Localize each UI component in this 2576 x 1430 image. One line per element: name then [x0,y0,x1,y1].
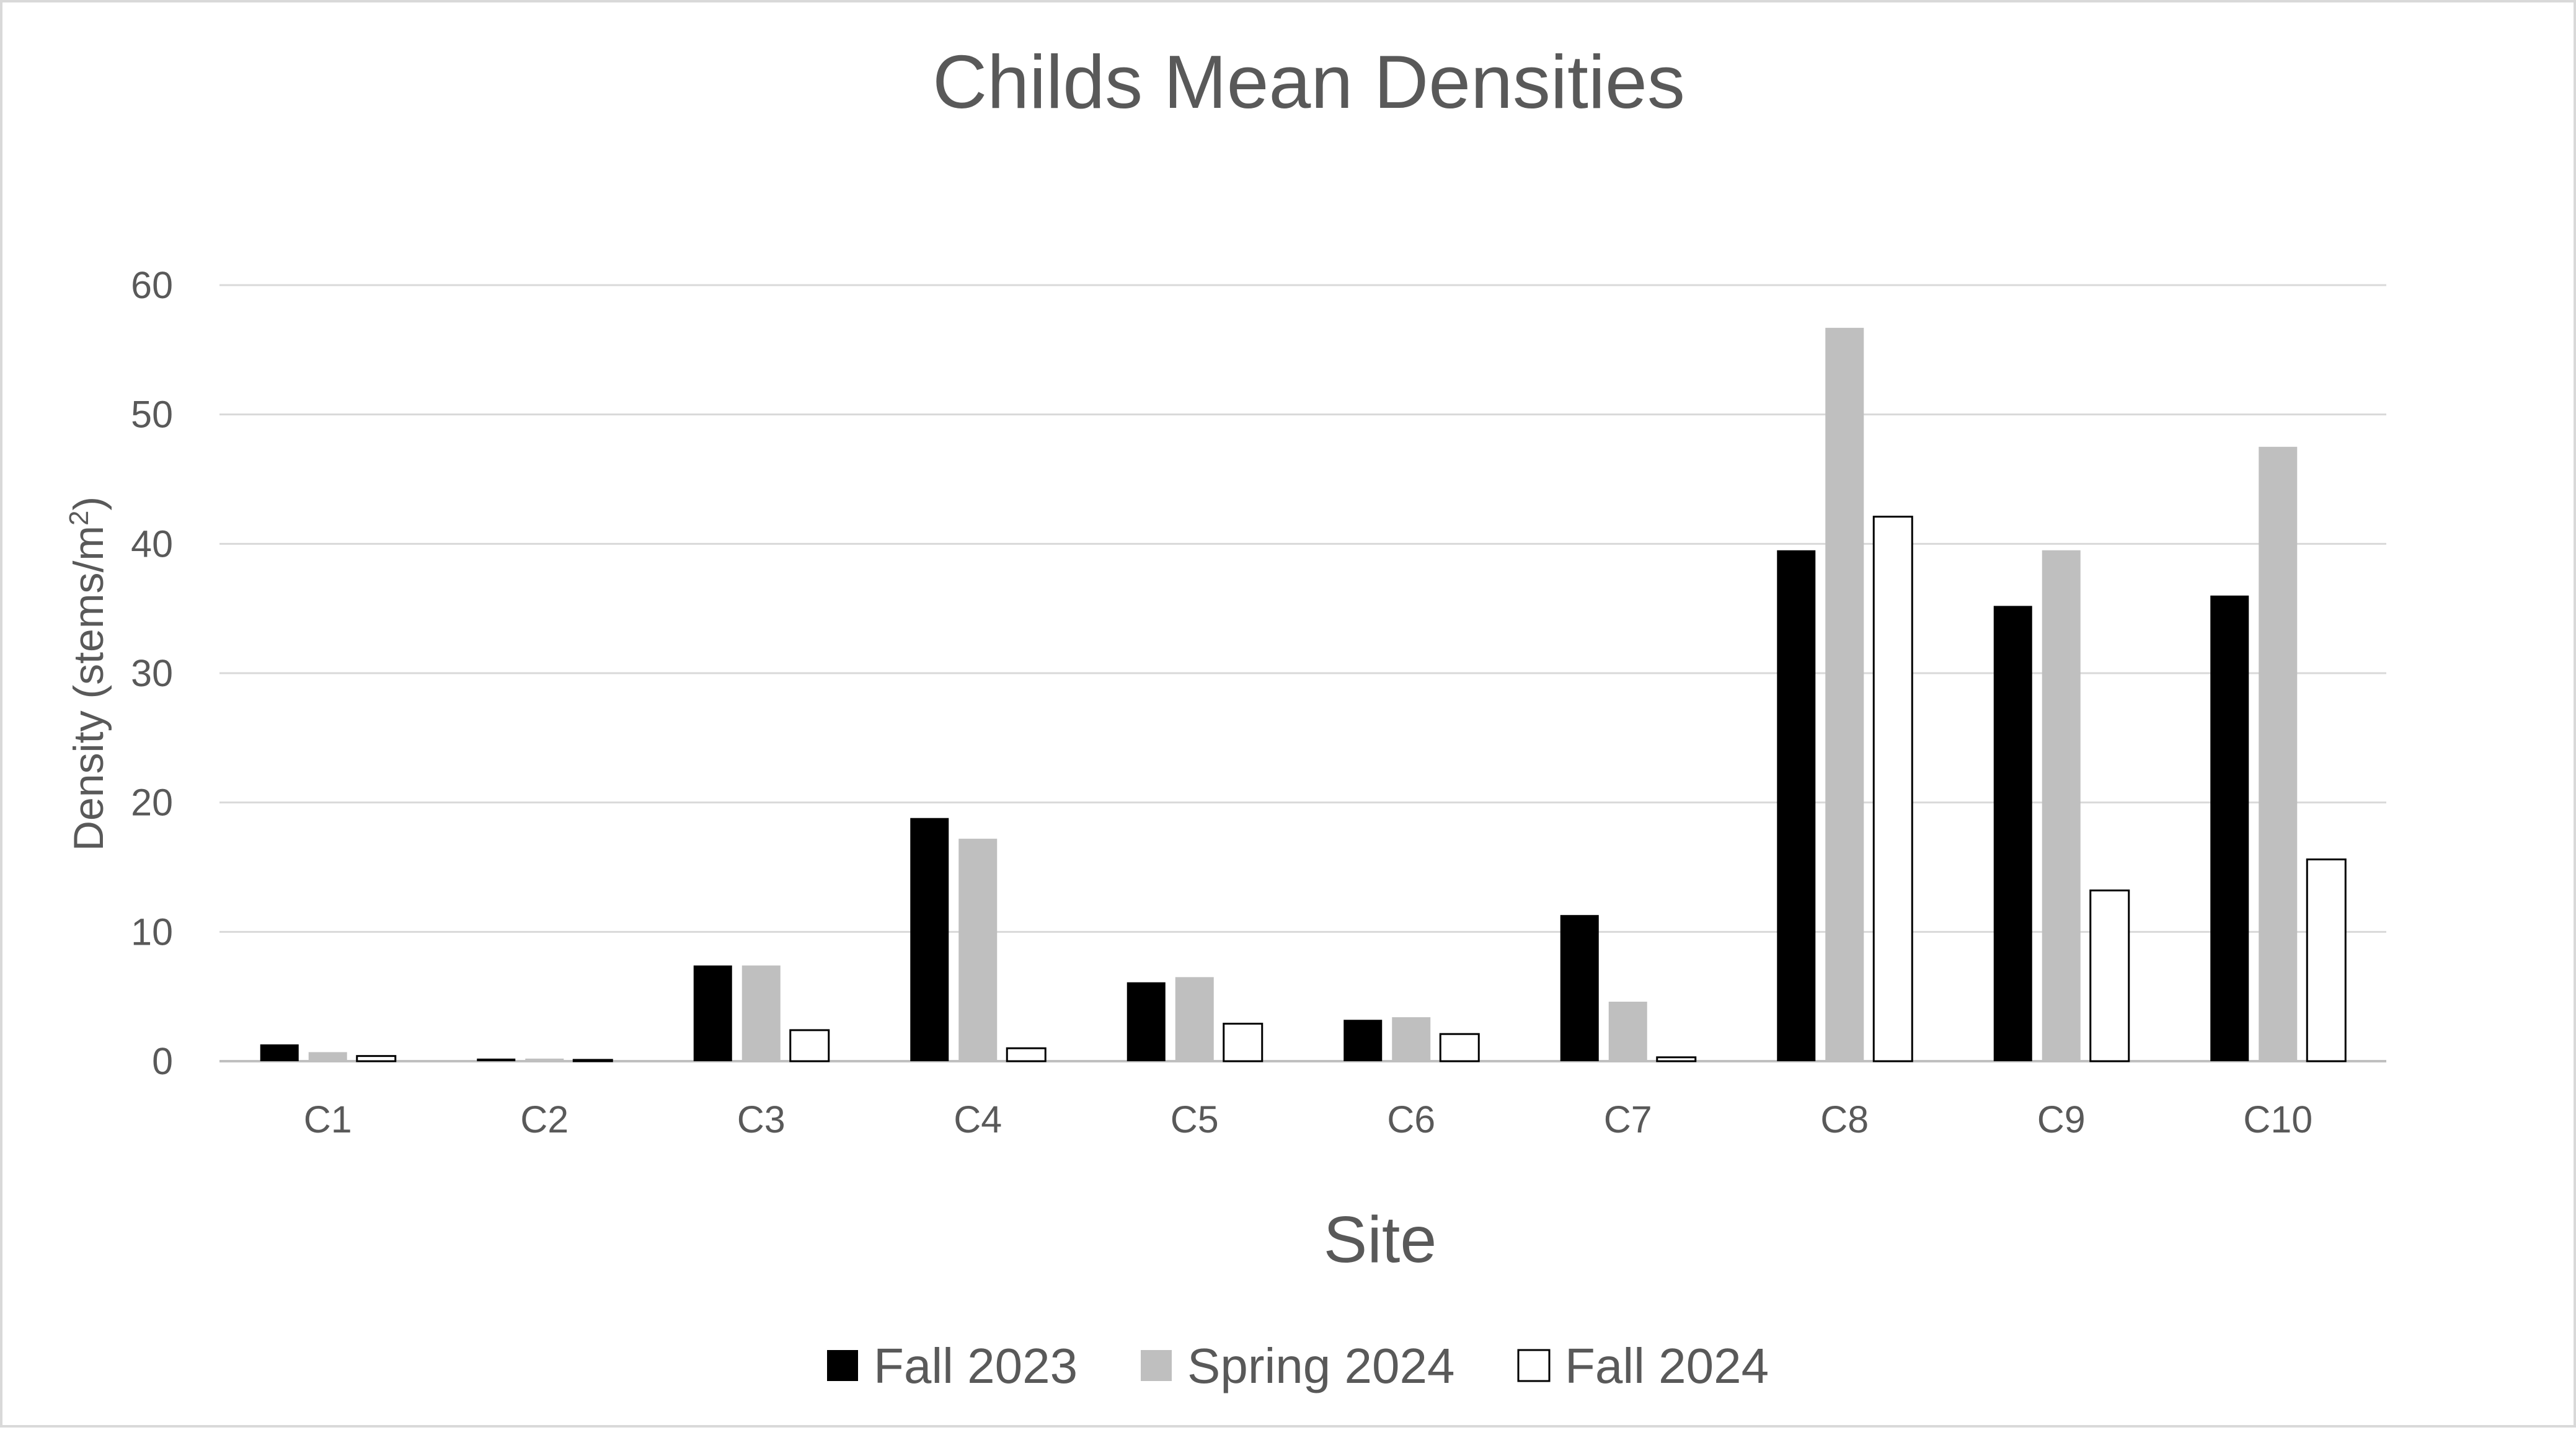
bar-c2-series-1 [477,1058,516,1061]
bar-c10-series-1 [2210,595,2249,1061]
legend-swatch [1517,1349,1551,1382]
bar-c5-series-1 [1126,982,1166,1061]
bar-c4-series-3 [1006,1047,1047,1062]
y-tick-label: 40 [131,523,173,565]
bar-c4-series-1 [910,818,949,1061]
y-axis-ticks: 0 10 20 30 40 50 60 [131,264,173,1082]
bar-c6-series-3 [1439,1033,1480,1062]
x-tick-label: C2 [520,1098,569,1141]
x-axis-ticks: C1 C2 C3 C4 C5 C6 C7 C8 C9 C10 [304,1098,2313,1141]
y-tick-label: 60 [131,264,173,306]
bar-c9-series-3 [2089,889,2130,1062]
bar-c6-series-2 [1392,1017,1431,1061]
x-tick-label: C6 [1387,1098,1435,1141]
legend-label: Fall 2024 [1565,1338,1769,1393]
bars [260,327,2347,1062]
bar-c10-series-3 [2306,858,2347,1062]
bar-c8-series-1 [1777,550,1816,1061]
x-axis-title: Site [1324,1203,1437,1276]
bar-c10-series-2 [2259,446,2298,1061]
x-tick-label: C9 [2037,1098,2086,1141]
y-tick-label: 30 [131,652,173,694]
bar-c9-series-2 [2042,550,2081,1061]
legend: Fall 2023 Spring 2024 Fall 2024 [827,1338,1769,1393]
bar-c3-series-2 [741,965,781,1061]
bar-c3-series-1 [693,965,732,1061]
bar-c1-series-1 [260,1044,299,1061]
legend-label: Fall 2023 [874,1338,1078,1393]
x-tick-label: C5 [1171,1098,1219,1141]
bar-c8-series-2 [1825,327,1864,1061]
x-tick-label: C3 [737,1098,786,1141]
y-axis-title: Density (stems/m2) [64,497,112,851]
x-tick-label: C8 [1820,1098,1869,1141]
bar-c1-series-3 [356,1055,397,1062]
x-tick-label: C4 [954,1098,1002,1141]
y-tick-label: 50 [131,394,173,436]
bar-c4-series-2 [958,839,998,1061]
bar-c2-series-2 [525,1058,564,1061]
y-tick-label: 10 [131,911,173,953]
bar-c7-series-1 [1560,915,1599,1061]
chart-title: Childs Mean Densities [932,40,1685,124]
y-tick-label: 0 [152,1040,173,1082]
bar-c2-series-3 [572,1059,613,1062]
bar-c9-series-1 [1993,606,2032,1061]
y-tick-label: 20 [131,782,173,824]
bar-c7-series-2 [1608,1002,1647,1061]
bar-c3-series-3 [789,1029,830,1062]
legend-swatch [827,1350,858,1381]
bar-c7-series-3 [1656,1056,1697,1062]
bar-c5-series-3 [1223,1022,1264,1062]
x-tick-label: C1 [304,1098,352,1141]
bar-c5-series-2 [1175,977,1214,1061]
bar-c1-series-2 [308,1052,347,1061]
x-tick-label: C10 [2243,1098,2313,1141]
legend-swatch [1141,1350,1172,1381]
bar-c8-series-3 [1872,516,1913,1062]
x-tick-label: C7 [1604,1098,1652,1141]
legend-label: Spring 2024 [1187,1338,1454,1393]
bar-c6-series-1 [1343,1020,1383,1061]
